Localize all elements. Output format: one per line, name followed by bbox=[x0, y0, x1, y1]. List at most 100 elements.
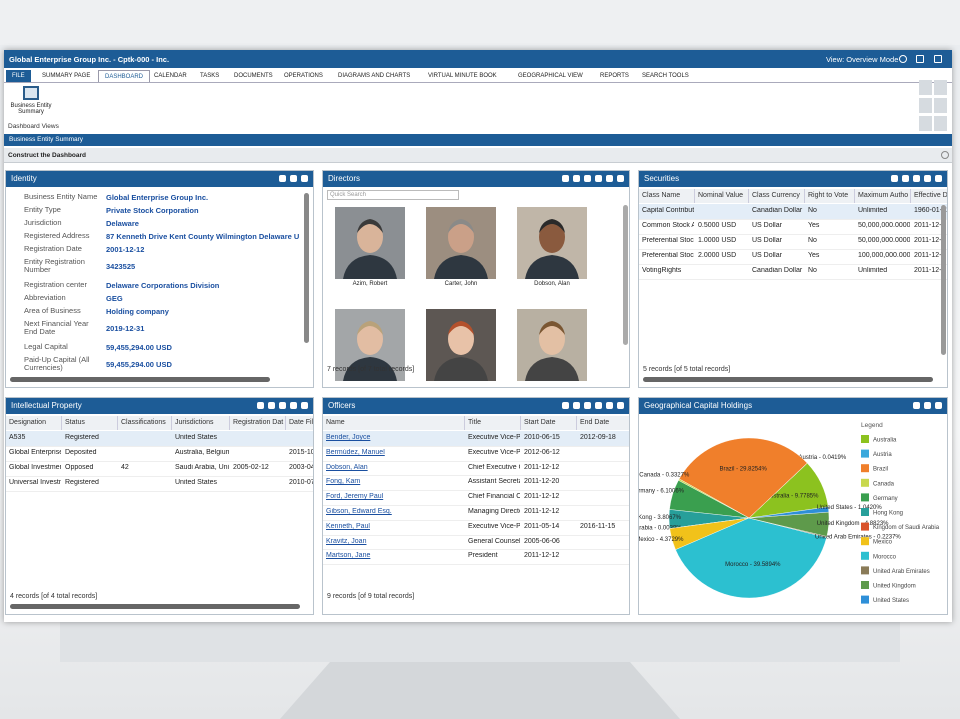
row-highlight bbox=[639, 204, 947, 219]
column-header[interactable]: Jurisdictions bbox=[172, 416, 230, 430]
panel-icon[interactable] bbox=[935, 402, 942, 409]
column-header[interactable]: Class Currency bbox=[749, 189, 805, 203]
panel-icon[interactable] bbox=[573, 175, 580, 182]
window-icon[interactable] bbox=[899, 55, 907, 63]
tab[interactable]: SEARCH TOOLS bbox=[642, 73, 689, 79]
row-line bbox=[639, 264, 947, 265]
column-header[interactable]: Maximum Autho bbox=[855, 189, 911, 203]
panel-icon[interactable] bbox=[573, 402, 580, 409]
panel-icon[interactable] bbox=[595, 402, 602, 409]
panel-icon[interactable] bbox=[617, 175, 624, 182]
tab[interactable]: FILE bbox=[6, 70, 31, 82]
table-cell: 2005-06-06 bbox=[524, 537, 560, 545]
tab[interactable]: CALENDAR bbox=[154, 73, 187, 79]
panel-icon[interactable] bbox=[562, 175, 569, 182]
panel-icon[interactable] bbox=[606, 175, 613, 182]
title-bar: Global Enterprise Group Inc. - Cptk-000 … bbox=[4, 50, 952, 68]
tab[interactable]: REPORTS bbox=[600, 73, 629, 79]
column-header[interactable]: Designation bbox=[6, 416, 62, 430]
panel-icon[interactable] bbox=[584, 175, 591, 182]
tab[interactable]: SUMMARY PAGE bbox=[42, 73, 91, 79]
panel-title: Identity bbox=[11, 174, 37, 183]
panel-icon[interactable] bbox=[606, 402, 613, 409]
ribbon-button[interactable]: Business Entity Summary bbox=[10, 86, 52, 124]
panel-icon[interactable] bbox=[301, 175, 308, 182]
panel-icon[interactable] bbox=[268, 402, 275, 409]
column-header[interactable]: Status bbox=[62, 416, 118, 430]
column-header[interactable]: Name bbox=[323, 416, 465, 430]
tab[interactable]: TASKS bbox=[200, 73, 220, 79]
table-cell: 2003-04-05 bbox=[289, 464, 314, 471]
table-cell[interactable]: Dobson, Alan bbox=[326, 463, 368, 471]
director-name[interactable]: Carter, John bbox=[444, 281, 478, 287]
row-line bbox=[323, 549, 629, 551]
tab[interactable]: DASHBOARD bbox=[98, 70, 151, 82]
legend-swatch bbox=[861, 522, 869, 531]
table-cell[interactable]: Fong, Kam bbox=[326, 478, 361, 486]
field-value: GEG bbox=[106, 294, 123, 303]
section-toggle[interactable] bbox=[941, 151, 949, 159]
column-header[interactable]: Class Name bbox=[639, 189, 695, 203]
window-icon[interactable] bbox=[916, 55, 924, 63]
tab[interactable]: OPERATIONS bbox=[284, 73, 323, 79]
panel-icon[interactable] bbox=[902, 175, 909, 182]
panel-icon[interactable] bbox=[891, 175, 898, 182]
panel-icon[interactable] bbox=[584, 402, 591, 409]
table-cell: 2011-12-12 bbox=[524, 493, 560, 501]
director-name[interactable]: Azim, Robert bbox=[352, 281, 388, 287]
tab[interactable]: DIAGRAMS AND CHARTS bbox=[338, 73, 411, 79]
column-header[interactable]: Date Filed bbox=[286, 416, 313, 430]
field-label: Registration Date bbox=[24, 244, 82, 253]
director-photo[interactable] bbox=[335, 207, 405, 279]
panel-icon[interactable] bbox=[279, 402, 286, 409]
panel-icon[interactable] bbox=[617, 402, 624, 409]
column-header[interactable]: Title bbox=[465, 416, 521, 430]
column-header[interactable]: End Date bbox=[577, 416, 629, 430]
table-cell: 2011-12-1 bbox=[914, 267, 946, 274]
search-box[interactable]: Quick Search bbox=[327, 190, 459, 200]
ribbon-tile bbox=[919, 116, 932, 131]
tab[interactable]: DOCUMENTS bbox=[234, 73, 273, 79]
panel-icon[interactable] bbox=[562, 402, 569, 409]
column-header[interactable]: Effective D bbox=[911, 189, 947, 203]
director-photo[interactable] bbox=[517, 309, 587, 381]
director-photo[interactable] bbox=[517, 207, 587, 279]
director-name[interactable]: Dobson, Alan bbox=[534, 281, 570, 287]
director-photo[interactable] bbox=[335, 309, 405, 381]
panel-icon[interactable] bbox=[913, 402, 920, 409]
panel-icon[interactable] bbox=[595, 175, 602, 182]
legend-label: United Kingdom bbox=[873, 584, 916, 590]
app-window: Global Enterprise Group Inc. - Cptk-000 … bbox=[4, 50, 952, 622]
table-cell[interactable]: Kravitz, Joan bbox=[326, 537, 367, 545]
view-mode[interactable]: View: Overview Mode bbox=[826, 55, 899, 64]
panel-icon[interactable] bbox=[924, 402, 931, 409]
panel-icon[interactable] bbox=[924, 175, 931, 182]
table-cell[interactable]: Bermúdez, Manuel bbox=[326, 448, 385, 456]
column-header[interactable]: Registration Dat bbox=[230, 416, 286, 430]
panel-icon[interactable] bbox=[301, 402, 308, 409]
panel-icon[interactable] bbox=[290, 402, 297, 409]
tab[interactable]: VIRTUAL MINUTE BOOK bbox=[428, 73, 497, 79]
director-photo[interactable] bbox=[426, 309, 496, 381]
panel-icon[interactable] bbox=[935, 175, 942, 182]
ribbon-button-label: Business Entity Summary bbox=[10, 103, 52, 115]
column-header[interactable]: Nominal Value bbox=[695, 189, 749, 203]
table-cell[interactable]: Gibson, Edward Esq. bbox=[326, 508, 392, 515]
table-cell[interactable]: Martson, Jane bbox=[326, 552, 371, 560]
column-header[interactable]: Start Date bbox=[521, 416, 577, 430]
panel-icon[interactable] bbox=[913, 175, 920, 182]
panel-icon[interactable] bbox=[257, 402, 264, 409]
window-icon[interactable] bbox=[934, 55, 942, 63]
table-cell: VotingRights bbox=[642, 267, 682, 274]
column-header[interactable]: Classifications bbox=[118, 416, 172, 430]
tab[interactable]: GEOGRAPHICAL VIEW bbox=[518, 73, 583, 79]
director-photo[interactable] bbox=[426, 207, 496, 279]
row-line bbox=[639, 234, 947, 235]
column-header[interactable]: Right to Vote bbox=[805, 189, 855, 203]
panel-icon[interactable] bbox=[290, 175, 297, 182]
table-cell[interactable]: Kenneth, Paul bbox=[326, 522, 370, 530]
panel-icon[interactable] bbox=[279, 175, 286, 182]
table-cell[interactable]: Bender, Joyce bbox=[326, 434, 371, 441]
table-cell[interactable]: Ford, Jeremy Paul bbox=[326, 493, 384, 501]
